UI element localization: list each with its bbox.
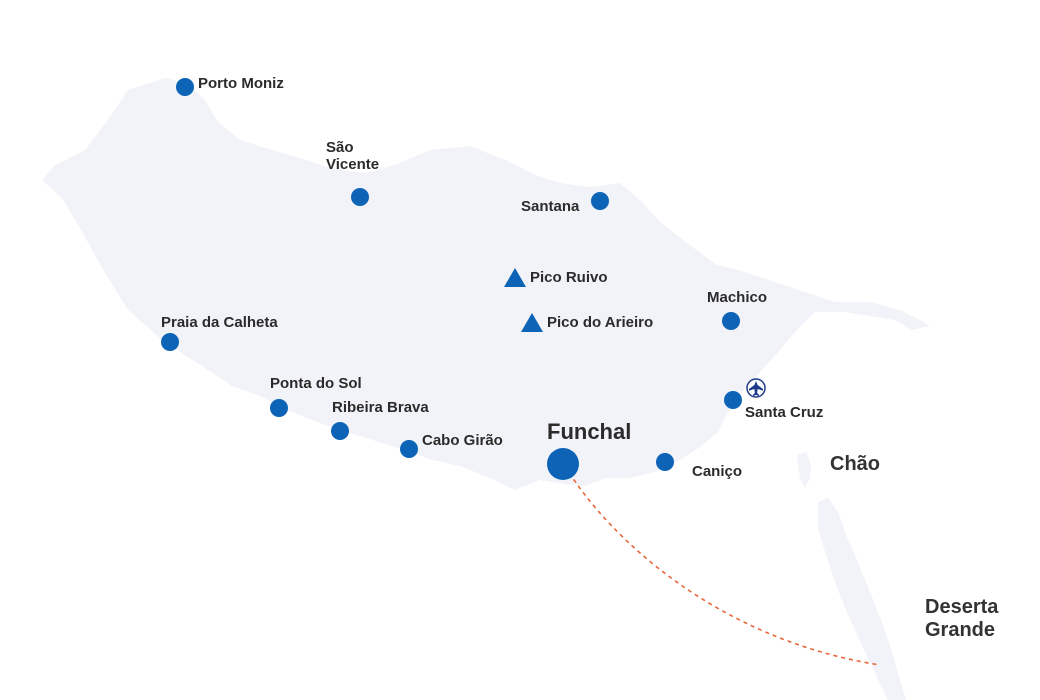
ferry-route-line <box>564 465 881 666</box>
deserta-grande-island <box>818 498 906 700</box>
machico-marker[interactable] <box>722 312 740 330</box>
pico-ruivo-triangle-icon[interactable] <box>504 268 526 287</box>
santana-label: Santana <box>521 198 580 215</box>
ribeira-brava-marker[interactable] <box>331 422 349 440</box>
canico-label: Caniço <box>692 463 743 480</box>
pico-do-arieiro-label: Pico do Arieiro <box>547 314 654 331</box>
deserta-grande-label: Deserta Grande <box>925 596 998 642</box>
sao-vicente-marker[interactable] <box>351 188 369 206</box>
cabo-girao-label: Cabo Girão <box>422 432 503 449</box>
porto-moniz-label: Porto Moniz <box>198 75 284 92</box>
porto-moniz-marker[interactable] <box>176 78 194 96</box>
chao-label: Chão <box>830 453 880 475</box>
deserta-grande-label-line2: Grande <box>925 619 996 641</box>
ponta-do-sol-marker[interactable] <box>270 399 288 417</box>
sao-vicente-label-line2: Vicente <box>326 156 380 173</box>
cabo-girao-marker[interactable] <box>400 440 418 458</box>
machico-label: Machico <box>707 289 768 306</box>
ponta-do-sol-label: Ponta do Sol <box>270 375 362 392</box>
santa-cruz-label: Santa Cruz <box>745 404 824 421</box>
madeira-island <box>42 78 930 490</box>
funchal-label: Funchal <box>547 419 632 444</box>
praia-da-calheta-marker[interactable] <box>161 333 179 351</box>
santa-cruz-marker[interactable] <box>724 391 742 409</box>
sao-vicente-label-line1: São <box>326 139 354 156</box>
sao-vicente-label: São Vicente <box>326 139 379 173</box>
canico-marker[interactable] <box>656 453 674 471</box>
praia-da-calheta-label: Praia da Calheta <box>161 314 278 331</box>
deserta-grande-label-line1: Deserta <box>925 596 999 618</box>
pico-ruivo-label: Pico Ruivo <box>530 269 608 286</box>
ilheu-chao <box>797 452 811 488</box>
pico-do-arieiro-triangle-icon[interactable] <box>521 313 543 332</box>
santana-marker[interactable] <box>591 192 609 210</box>
funchal-marker[interactable] <box>547 448 579 480</box>
airplane-icon[interactable] <box>746 378 766 398</box>
ribeira-brava-label: Ribeira Brava <box>332 399 429 416</box>
